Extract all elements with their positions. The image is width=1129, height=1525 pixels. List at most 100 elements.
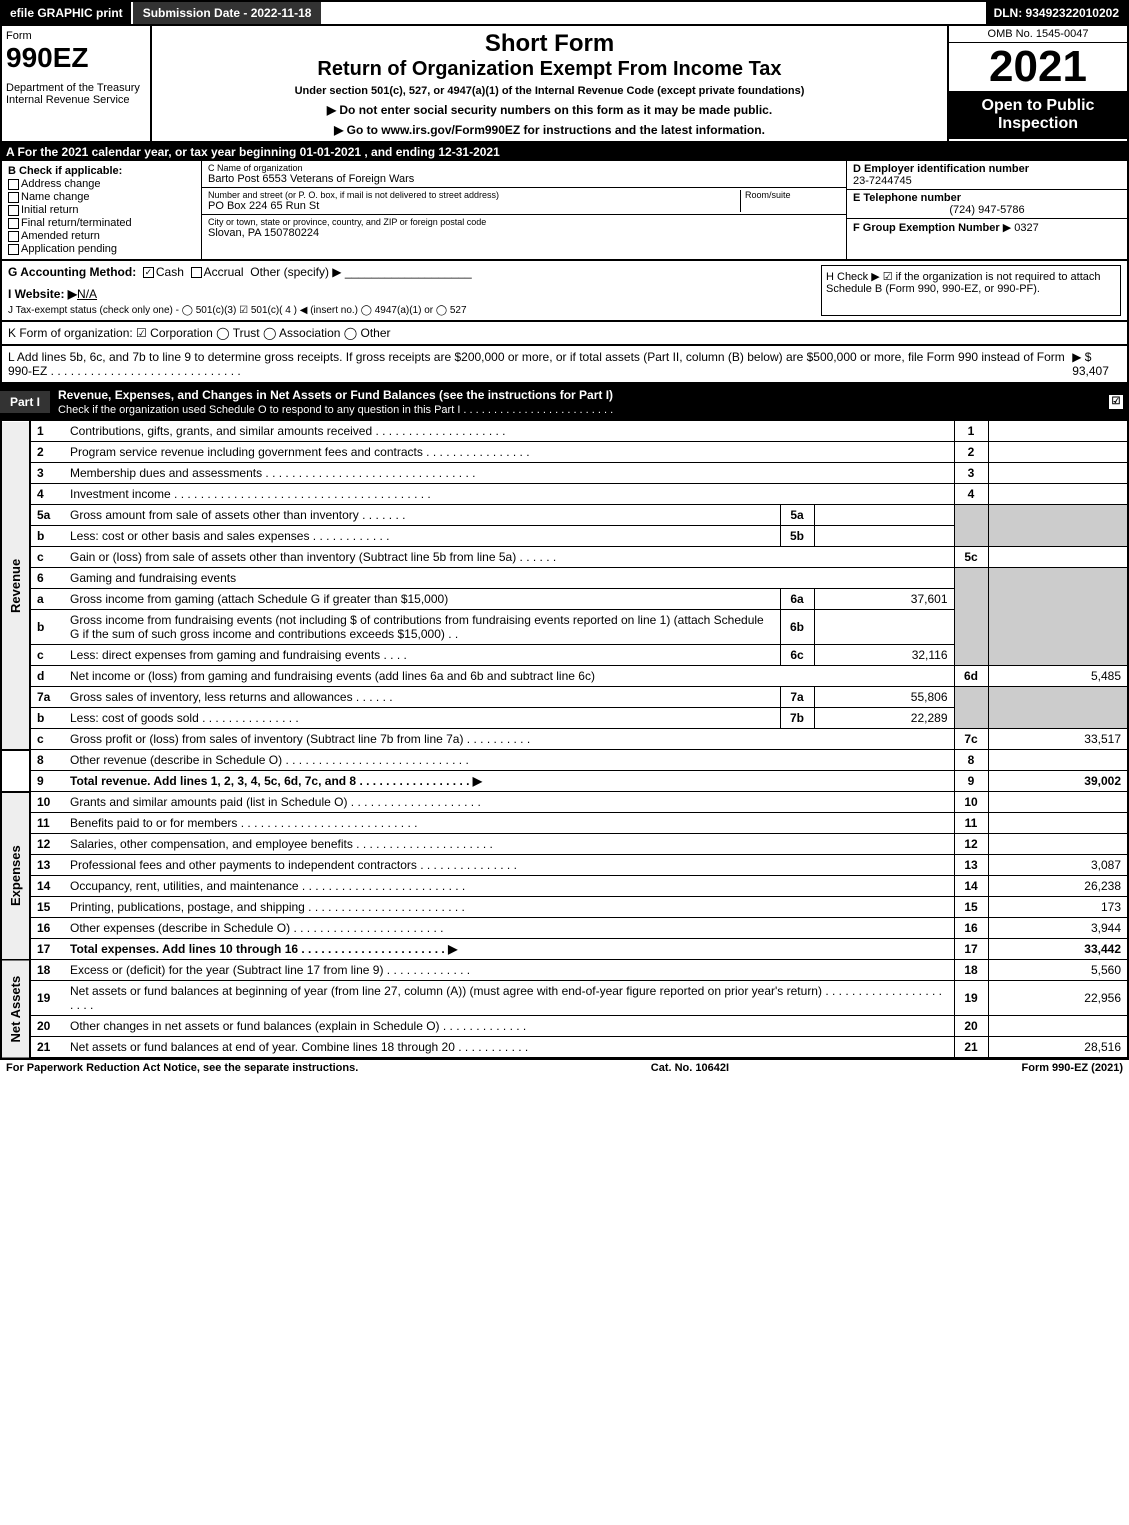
- check-final-return[interactable]: Final return/terminated: [8, 217, 195, 229]
- f-group-cell: F Group Exemption Number ▶ 0327: [847, 219, 1127, 236]
- line-21-amt: 28,516: [988, 1037, 1128, 1059]
- b-label: B Check if applicable:: [8, 165, 195, 177]
- group-label: F Group Exemption Number: [853, 222, 1000, 234]
- j-tax-exempt: J Tax-exempt status (check only one) - ◯…: [8, 305, 821, 316]
- line-19-amt: 22,956: [988, 981, 1128, 1016]
- line-7a-sn: 7a: [780, 687, 814, 708]
- line-6d-ln: 6d: [954, 666, 988, 687]
- line-19-num: 19: [30, 981, 64, 1016]
- check-accrual[interactable]: [191, 267, 202, 278]
- line-7ab-shade: [954, 687, 988, 729]
- sidebar-revenue: Revenue: [1, 421, 30, 750]
- line-11-amt: [988, 813, 1128, 834]
- org-city: Slovan, PA 150780224: [208, 227, 840, 239]
- line-14-num: 14: [30, 876, 64, 897]
- line-16-amt: 3,944: [988, 918, 1128, 939]
- line-6a-desc: Gross income from gaming (attach Schedul…: [64, 589, 780, 610]
- line-20-ln: 20: [954, 1016, 988, 1037]
- line-20-num: 20: [30, 1016, 64, 1037]
- c-street-label: Number and street (or P. O. box, if mail…: [208, 190, 740, 200]
- check-amended-return[interactable]: Amended return: [8, 230, 195, 242]
- efile-print-button[interactable]: efile GRAPHIC print: [2, 2, 133, 24]
- line-16-ln: 16: [954, 918, 988, 939]
- sidebar-expenses: Expenses: [1, 792, 30, 960]
- line-1-num: 1: [30, 421, 64, 442]
- check-initial-return[interactable]: Initial return: [8, 204, 195, 216]
- dln-label: DLN: 93492322010202: [986, 2, 1127, 24]
- check-cash[interactable]: ✓: [143, 267, 154, 278]
- line-1-ln: 1: [954, 421, 988, 442]
- section-bcdef: B Check if applicable: Address change Na…: [0, 161, 1129, 261]
- c-street-cell: Number and street (or P. O. box, if mail…: [202, 188, 846, 215]
- line-10-desc: Grants and similar amounts paid (list in…: [64, 792, 954, 813]
- line-3-amt: [988, 463, 1128, 484]
- line-4-amt: [988, 484, 1128, 505]
- line-10-ln: 10: [954, 792, 988, 813]
- footer-mid: Cat. No. 10642I: [651, 1062, 729, 1074]
- room-label: Room/suite: [745, 190, 840, 200]
- line-14-ln: 14: [954, 876, 988, 897]
- line-3-desc: Membership dues and assessments . . . . …: [64, 463, 954, 484]
- line-5ab-shade: [954, 505, 988, 547]
- check-name-change[interactable]: Name change: [8, 191, 195, 203]
- goto-link[interactable]: ▶ Go to www.irs.gov/Form990EZ for instru…: [156, 123, 943, 137]
- line-7c-ln: 7c: [954, 729, 988, 750]
- line-6a-num: a: [30, 589, 64, 610]
- line-1-desc: Contributions, gifts, grants, and simila…: [64, 421, 954, 442]
- line-15-num: 15: [30, 897, 64, 918]
- line-6d-desc: Net income or (loss) from gaming and fun…: [64, 666, 954, 687]
- line-5b-desc: Less: cost or other basis and sales expe…: [64, 526, 780, 547]
- line-18-desc: Excess or (deficit) for the year (Subtra…: [64, 960, 954, 981]
- d-ein-cell: D Employer identification number 23-7244…: [847, 161, 1127, 190]
- group-value: ▶ 0327: [1003, 222, 1039, 234]
- form-header: Form 990EZ Department of the Treasury In…: [0, 26, 1129, 143]
- line-9-ln: 9: [954, 771, 988, 792]
- line-6-shade-amt: [988, 568, 1128, 666]
- row-gh: G Accounting Method: ✓Cash Accrual Other…: [0, 261, 1129, 322]
- check-application-pending[interactable]: Application pending: [8, 243, 195, 255]
- part1-check[interactable]: ☑: [1109, 395, 1123, 409]
- line-8-num: 8: [30, 750, 64, 771]
- line-17-ln: 17: [954, 939, 988, 960]
- line-17-amt: 33,442: [988, 939, 1128, 960]
- line-3-ln: 3: [954, 463, 988, 484]
- line-7c-desc: Gross profit or (loss) from sales of inv…: [64, 729, 954, 750]
- line-5c-desc: Gain or (loss) from sale of assets other…: [64, 547, 954, 568]
- line-16-desc: Other expenses (describe in Schedule O) …: [64, 918, 954, 939]
- line-2-amt: [988, 442, 1128, 463]
- line-5a-num: 5a: [30, 505, 64, 526]
- line-7c-amt: 33,517: [988, 729, 1128, 750]
- row-l: L Add lines 5b, 6c, and 7b to line 9 to …: [0, 346, 1129, 384]
- ssn-warning: ▶ Do not enter social security numbers o…: [156, 103, 943, 117]
- line-7a-desc: Gross sales of inventory, less returns a…: [64, 687, 780, 708]
- part1-header: Part I Revenue, Expenses, and Changes in…: [0, 384, 1129, 420]
- part1-tag: Part I: [0, 391, 50, 413]
- line-5c-ln: 5c: [954, 547, 988, 568]
- line-12-desc: Salaries, other compensation, and employ…: [64, 834, 954, 855]
- line-6c-sn: 6c: [780, 645, 814, 666]
- header-mid: Short Form Return of Organization Exempt…: [152, 26, 947, 141]
- dept-treasury: Department of the Treasury Internal Reve…: [6, 82, 146, 106]
- line-10-num: 10: [30, 792, 64, 813]
- ein-value: 23-7244745: [853, 175, 912, 187]
- line-21-num: 21: [30, 1037, 64, 1059]
- line-7ab-shade-amt: [988, 687, 1128, 729]
- phone-value: (724) 947-5786: [853, 204, 1121, 216]
- c-city-cell: City or town, state or province, country…: [202, 215, 846, 241]
- line-3-num: 3: [30, 463, 64, 484]
- line-5a-sv: [814, 505, 954, 526]
- line-6b-sv: [814, 610, 954, 645]
- header-left: Form 990EZ Department of the Treasury In…: [2, 26, 152, 141]
- line-18-ln: 18: [954, 960, 988, 981]
- c-name-cell: C Name of organization Barto Post 6553 V…: [202, 161, 846, 188]
- submission-date: Submission Date - 2022-11-18: [133, 2, 322, 24]
- line-15-amt: 173: [988, 897, 1128, 918]
- line-17-desc: Total expenses. Add lines 10 through 16 …: [64, 939, 954, 960]
- line-13-ln: 13: [954, 855, 988, 876]
- line-13-amt: 3,087: [988, 855, 1128, 876]
- check-address-change[interactable]: Address change: [8, 178, 195, 190]
- line-7b-num: b: [30, 708, 64, 729]
- line-5b-sn: 5b: [780, 526, 814, 547]
- line-2-desc: Program service revenue including govern…: [64, 442, 954, 463]
- line-5b-sv: [814, 526, 954, 547]
